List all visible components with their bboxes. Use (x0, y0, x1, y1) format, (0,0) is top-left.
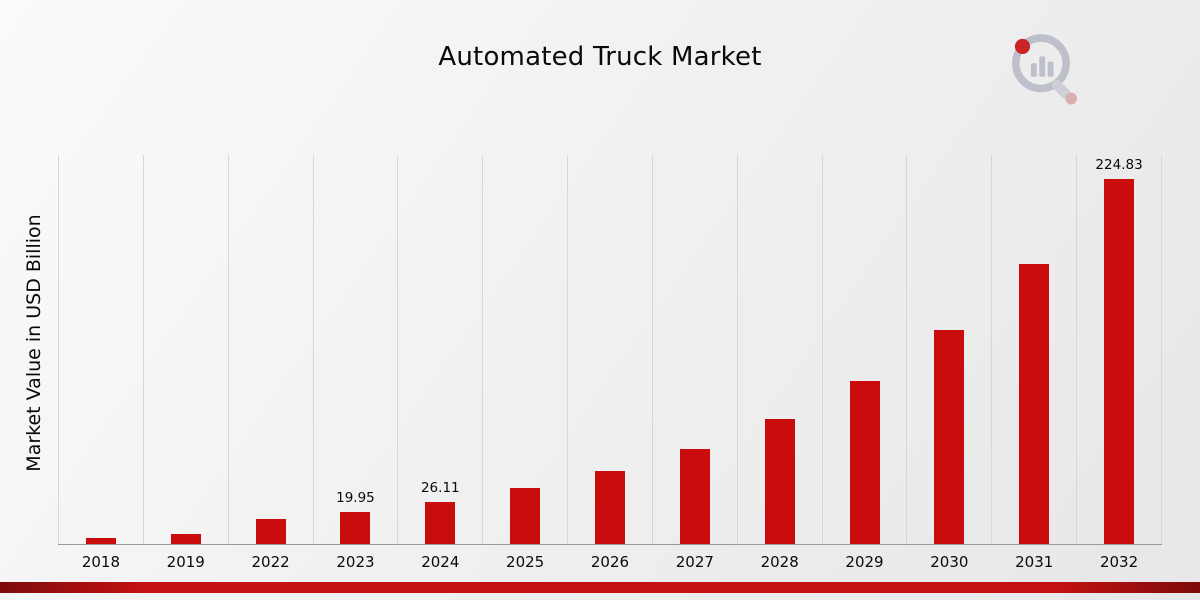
plot-column-2029: 2029 (821, 155, 907, 571)
bar-2028 (764, 419, 795, 544)
plot-column-2030: 2030 (906, 155, 991, 571)
x-tick-label-2031: 2031 (1015, 553, 1054, 571)
plot-column-2024: 26.11 2024 (397, 155, 482, 571)
bar-2024 (425, 502, 456, 544)
x-tick-label-2024: 2024 (421, 553, 460, 571)
plot-column-2019: 2019 (142, 155, 228, 571)
plot-column-2027: 2027 (651, 155, 737, 571)
footer-accent-bar (0, 582, 1200, 593)
x-tick-label-2029: 2029 (845, 553, 884, 571)
bar-2027 (679, 449, 710, 544)
bar-value-label-2023: 19.95 (336, 490, 375, 506)
x-tick-label-2026: 2026 (590, 553, 630, 571)
x-tick-label-2019: 2019 (166, 553, 205, 571)
plot-area: 2018 2019 2022 19.95 2023 26.11 2024 2025 2026 20… (58, 155, 1162, 571)
x-tick-label-2025: 2025 (506, 553, 545, 571)
plot-column-2032: 224.83 2032 (1076, 155, 1162, 571)
bar-2031 (1019, 264, 1050, 544)
plot-column-2028: 2028 (736, 155, 822, 571)
y-axis-label: Market Value in USD Billion (23, 214, 45, 472)
x-tick-label-2028: 2028 (760, 553, 799, 571)
x-tick-label-2018: 2018 (81, 553, 121, 571)
bar-2026 (594, 471, 625, 544)
bar-2030 (934, 330, 965, 544)
chart-title: Automated Truck Market (438, 42, 762, 72)
bar-2029 (849, 381, 880, 544)
plot-column-2018: 2018 (58, 155, 143, 571)
plot-column-2022: 2022 (227, 155, 313, 571)
bar-2019 (170, 534, 201, 544)
bar-2022 (255, 519, 286, 544)
x-tick-label-2032: 2032 (1099, 553, 1139, 571)
bar-2018 (85, 538, 116, 544)
x-tick-label-2030: 2030 (930, 553, 969, 571)
magnifier-bar-chart-logo-icon (1004, 28, 1088, 112)
bar-2032 (1104, 179, 1135, 544)
plot-column-2025: 2025 (482, 155, 567, 571)
x-tick-label-2023: 2023 (336, 553, 375, 571)
bar-value-label-2032: 224.83 (1095, 157, 1143, 173)
plot-column-2023: 19.95 2023 (312, 155, 398, 571)
x-tick-label-2027: 2027 (675, 553, 714, 571)
bar-2025 (510, 488, 541, 544)
bar-value-label-2024: 26.11 (420, 480, 460, 496)
plot-column-2026: 2026 (567, 155, 652, 571)
bar-2023 (340, 512, 371, 544)
x-tick-label-2022: 2022 (251, 553, 290, 571)
plot-column-2031: 2031 (991, 155, 1076, 571)
